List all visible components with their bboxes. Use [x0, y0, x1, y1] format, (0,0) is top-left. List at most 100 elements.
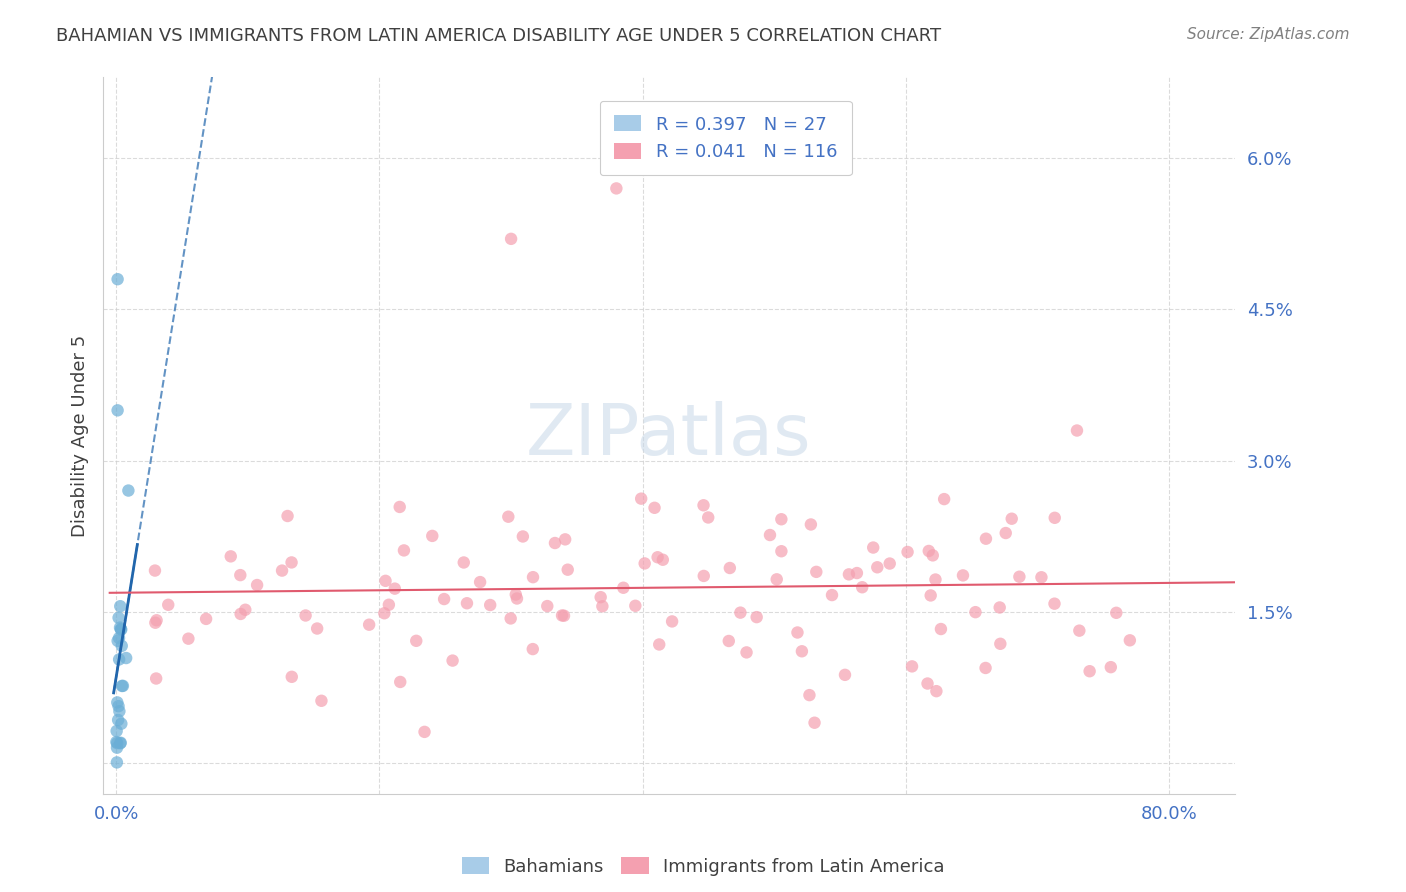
Point — [1119, 633, 1142, 648]
Point — [373, 606, 395, 620]
Point — [177, 632, 200, 646]
Point — [281, 670, 304, 684]
Point — [845, 566, 868, 580]
Point — [920, 589, 942, 603]
Point — [219, 549, 242, 564]
Point — [456, 596, 478, 610]
Point — [498, 509, 520, 524]
Point — [786, 625, 808, 640]
Point — [506, 591, 529, 606]
Point — [1066, 424, 1088, 438]
Point — [644, 500, 666, 515]
Point — [111, 679, 134, 693]
Legend: R = 0.397   N = 27, R = 0.041   N = 116: R = 0.397 N = 27, R = 0.041 N = 116 — [599, 101, 852, 175]
Point — [392, 543, 415, 558]
Point — [648, 638, 671, 652]
Point — [624, 599, 647, 613]
Point — [107, 699, 129, 714]
Point — [468, 575, 491, 590]
Point — [1078, 664, 1101, 678]
Point — [145, 613, 167, 627]
Point — [441, 654, 464, 668]
Point — [994, 526, 1017, 541]
Point — [110, 736, 132, 750]
Y-axis label: Disability Age Under 5: Disability Age Under 5 — [72, 334, 89, 537]
Point — [378, 598, 401, 612]
Point — [965, 605, 987, 619]
Point — [800, 517, 823, 532]
Point — [838, 567, 860, 582]
Point — [1008, 570, 1031, 584]
Point — [921, 549, 943, 563]
Point — [974, 532, 997, 546]
Point — [522, 570, 544, 584]
Point — [717, 634, 740, 648]
Point — [718, 561, 741, 575]
Point — [512, 529, 534, 543]
Point — [359, 617, 381, 632]
Point — [765, 572, 787, 586]
Point — [271, 564, 294, 578]
Point — [433, 592, 456, 607]
Point — [862, 541, 884, 555]
Point — [110, 736, 132, 750]
Point — [551, 608, 574, 623]
Point — [374, 574, 396, 588]
Point — [806, 565, 828, 579]
Point — [901, 659, 924, 673]
Point — [105, 756, 128, 770]
Point — [105, 736, 128, 750]
Point — [110, 622, 132, 636]
Point — [143, 615, 166, 630]
Point — [1043, 511, 1066, 525]
Point — [866, 560, 889, 574]
Point — [790, 644, 813, 658]
Point — [917, 676, 939, 690]
Point — [280, 556, 302, 570]
Point — [799, 688, 821, 702]
Point — [107, 403, 129, 417]
Point — [730, 606, 752, 620]
Point — [105, 724, 128, 739]
Point — [384, 582, 406, 596]
Point — [536, 599, 558, 613]
Point — [195, 612, 218, 626]
Point — [117, 483, 139, 498]
Point — [105, 740, 128, 755]
Point — [925, 684, 948, 698]
Point — [307, 622, 329, 636]
Point — [246, 578, 269, 592]
Point — [108, 621, 131, 635]
Point — [115, 651, 138, 665]
Point — [107, 272, 129, 286]
Point — [229, 568, 252, 582]
Point — [591, 599, 613, 614]
Point — [770, 544, 793, 558]
Point — [107, 611, 129, 625]
Point — [110, 599, 132, 614]
Point — [918, 544, 941, 558]
Point — [693, 569, 716, 583]
Point — [651, 553, 673, 567]
Point — [630, 491, 652, 506]
Point — [952, 568, 974, 582]
Point — [108, 652, 131, 666]
Text: Source: ZipAtlas.com: Source: ZipAtlas.com — [1187, 27, 1350, 42]
Point — [311, 694, 333, 708]
Point — [988, 637, 1011, 651]
Point — [157, 598, 180, 612]
Point — [759, 528, 782, 542]
Point — [735, 645, 758, 659]
Legend: Bahamians, Immigrants from Latin America: Bahamians, Immigrants from Latin America — [454, 850, 952, 883]
Text: BAHAMIAN VS IMMIGRANTS FROM LATIN AMERICA DISABILITY AGE UNDER 5 CORRELATION CHA: BAHAMIAN VS IMMIGRANTS FROM LATIN AMERIC… — [56, 27, 942, 45]
Point — [479, 598, 502, 612]
Point — [413, 724, 436, 739]
Point — [896, 545, 918, 559]
Point — [143, 564, 166, 578]
Point — [505, 588, 527, 602]
Point — [851, 580, 873, 594]
Point — [647, 550, 669, 565]
Point — [111, 679, 134, 693]
Point — [453, 556, 475, 570]
Point — [929, 622, 952, 636]
